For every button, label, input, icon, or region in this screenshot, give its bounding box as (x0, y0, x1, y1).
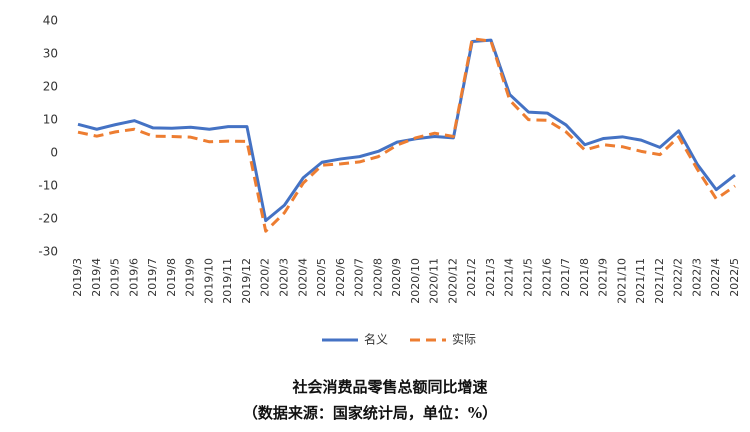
x-tick-label: 2020/4 (296, 258, 309, 297)
x-tick-label: 2021/10 (615, 258, 628, 304)
x-tick-label: 2021/7 (559, 258, 572, 297)
x-tick-label: 2022/4 (709, 258, 722, 297)
x-tick-label: 2022/5 (728, 258, 741, 297)
x-tick-label: 2021/4 (503, 258, 516, 297)
x-tick-label: 2021/6 (540, 258, 553, 297)
x-tick-label: 2022/2 (672, 258, 685, 297)
x-tick-label: 2021/5 (522, 258, 535, 297)
x-tick-label: 2020/6 (334, 258, 347, 297)
x-tick-label: 2020/11 (428, 258, 441, 304)
y-tick-label: 40 (43, 14, 58, 28)
x-tick-label: 2022/3 (690, 258, 703, 297)
legend-label: 名义 (364, 332, 388, 347)
x-tick-label: 2020/7 (353, 258, 366, 297)
legend-label: 实际 (452, 332, 476, 347)
y-tick-label: 30 (43, 47, 58, 61)
x-tick-label: 2019/4 (90, 258, 103, 297)
x-tick-label: 2019/5 (109, 258, 122, 297)
x-tick-label: 2021/9 (597, 258, 610, 297)
chart-title: 社会消费品零售总额同比增速 (291, 378, 487, 396)
x-tick-label: 2021/2 (465, 258, 478, 297)
x-tick-label: 2021/3 (484, 258, 497, 297)
x-tick-label: 2020/3 (277, 258, 290, 297)
x-tick-label: 2020/12 (446, 258, 459, 304)
x-tick-label: 2021/11 (634, 258, 647, 304)
x-tick-label: 2020/10 (409, 258, 422, 304)
x-tick-label: 2019/12 (240, 258, 253, 304)
y-tick-label: 0 (50, 146, 58, 160)
x-tick-label: 2019/7 (146, 258, 159, 297)
x-tick-label: 2020/8 (371, 258, 384, 297)
x-tick-label: 2019/6 (127, 258, 140, 297)
y-tick-label: -10 (38, 179, 58, 193)
x-tick-label: 2020/5 (315, 258, 328, 297)
x-tick-label: 2021/12 (653, 258, 666, 304)
y-tick-label: -20 (38, 212, 58, 226)
series-line (77, 38, 736, 223)
chart-subtitle: （数据来源：国家统计局，单位：%） (243, 404, 497, 422)
x-tick-label: 2019/8 (165, 258, 178, 297)
y-tick-label: -30 (38, 245, 58, 259)
series-line (77, 37, 736, 233)
x-tick-label: 2019/9 (184, 258, 197, 297)
y-tick-label: 20 (43, 80, 58, 94)
x-tick-label: 2019/11 (221, 258, 234, 304)
x-tick-label: 2019/10 (202, 258, 215, 304)
x-tick-label: 2021/8 (578, 258, 591, 297)
x-tick-label: 2020/9 (390, 258, 403, 297)
y-tick-label: 10 (43, 113, 58, 127)
x-tick-label: 2019/3 (71, 258, 84, 297)
x-tick-label: 2020/2 (259, 258, 272, 297)
